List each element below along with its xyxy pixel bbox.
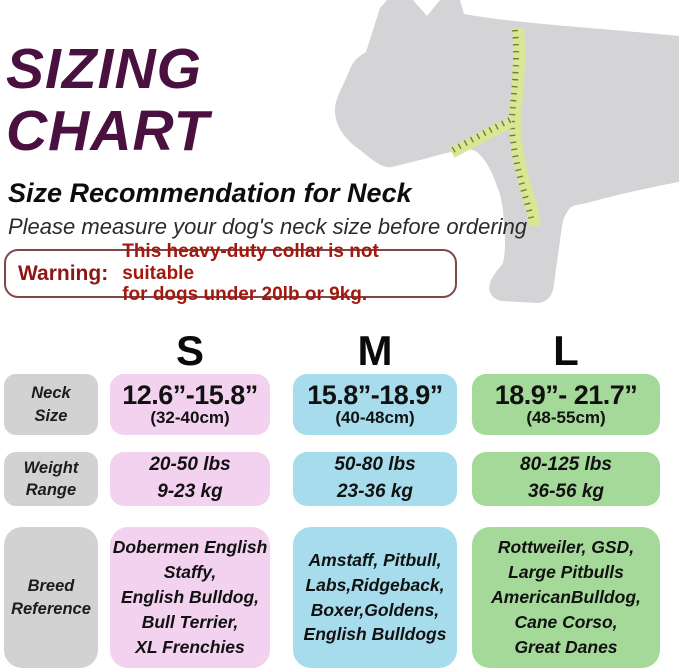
measure-note: Please measure your dog's neck size befo…	[8, 214, 528, 239]
page-title: SIZING CHART	[6, 38, 209, 162]
weight-range-cell-l: 80-125 lbs 36-56 kg	[472, 452, 660, 506]
breed-reference-cell-s: Dobermen English Staffy, English Bulldog…	[110, 527, 270, 668]
neck-size-l-cm: (48-55cm)	[526, 408, 606, 428]
size-header-m: M	[357, 327, 393, 374]
neck-size-s-cm: (32-40cm)	[150, 408, 230, 428]
neck-size-row-label: Neck Size	[4, 374, 98, 435]
neck-size-s-inches: 12.6”-15.8”	[122, 379, 258, 410]
weight-range-row-label: Weight Range	[4, 452, 98, 506]
breed-reference-cell-l: Rottweiler, GSD, Large Pitbulls American…	[472, 527, 660, 668]
breed-reference-row-label: Breed Reference	[4, 527, 98, 668]
subtitle: Size Recommendation for Neck	[8, 178, 412, 208]
neck-size-cell-l: 18.9”- 21.7” (48-55cm)	[472, 374, 660, 435]
weight-range-row: Weight Range 20-50 lbs 9-23 kg 50-80 lbs…	[0, 452, 679, 506]
size-header-s: S	[175, 327, 204, 374]
neck-size-m-inches: 15.8”-18.9”	[307, 379, 443, 410]
neck-size-cell-m: 15.8”-18.9” (40-48cm)	[293, 374, 457, 435]
neck-size-cell-s: 12.6”-15.8” (32-40cm)	[110, 374, 270, 435]
title-line-2: CHART	[6, 99, 210, 163]
warning-text: This heavy-duty collar is not suitable f…	[122, 240, 379, 306]
dog-silhouette-illustration	[334, 0, 679, 303]
size-header-l: L	[553, 327, 579, 374]
measuring-tape-vertical-ticks	[508, 29, 535, 223]
title-line-1: SIZING	[6, 37, 203, 101]
neck-size-m-cm: (40-48cm)	[335, 408, 415, 428]
measuring-tape-diagonal	[449, 116, 515, 158]
neck-size-row: Neck Size 12.6”-15.8” (32-40cm) 15.8”-18…	[0, 374, 679, 435]
weight-range-cell-m: 50-80 lbs 23-36 kg	[293, 452, 457, 506]
warning-box: Warning: This heavy-duty collar is not s…	[4, 241, 457, 305]
neck-size-l-inches: 18.9”- 21.7”	[494, 379, 638, 410]
breed-reference-row: Breed Reference Dobermen English Staffy,…	[0, 527, 679, 668]
weight-range-cell-s: 20-50 lbs 9-23 kg	[110, 452, 270, 506]
warning-label: Warning:	[18, 261, 109, 285]
breed-reference-cell-m: Amstaff, Pitbull, Labs,Ridgeback, Boxer,…	[293, 527, 457, 668]
size-header-row: S M L	[0, 327, 679, 374]
measuring-tape-vertical	[508, 27, 541, 227]
dog-body-shape	[334, 0, 679, 303]
